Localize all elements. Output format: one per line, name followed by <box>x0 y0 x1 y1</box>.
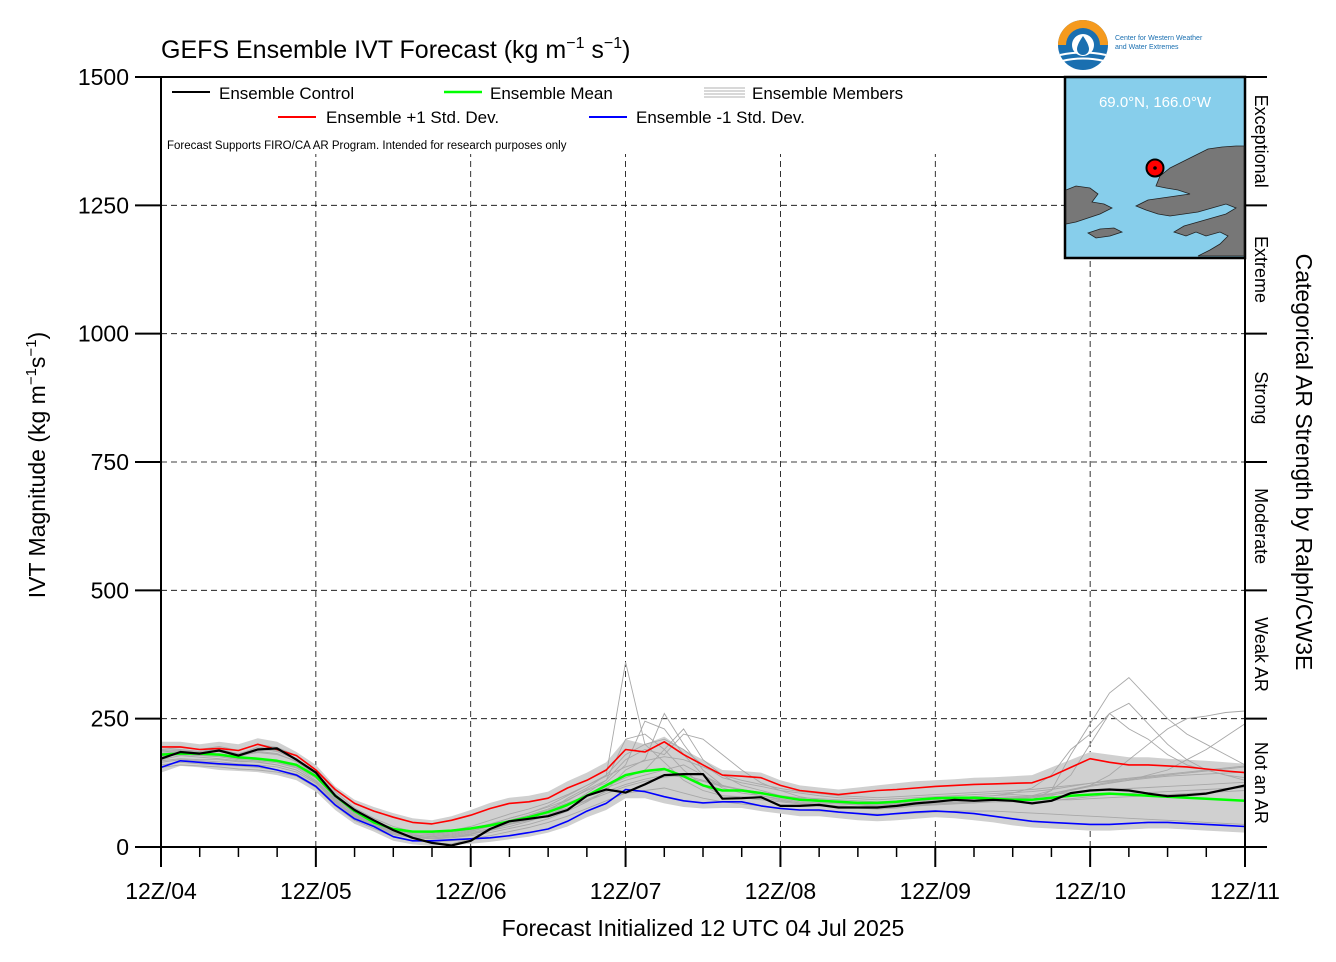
category-label: Moderate <box>1251 488 1271 564</box>
cw3e-logo: Center for Western Weather and Water Ext… <box>1058 20 1203 70</box>
x-tick-label: 12Z/05 <box>280 878 352 904</box>
category-label: Weak AR <box>1251 617 1271 692</box>
inset-land-alaska <box>1135 145 1245 257</box>
ar-categories: Not an AR Weak AR Moderate Strong Extreme Exc… <box>1245 76 1271 848</box>
inset-map: 69.0°N, 166.0°W <box>1063 75 1247 260</box>
logo-text-line1: Center for Western Weather <box>1115 35 1203 42</box>
y-tick-label: 250 <box>91 706 129 732</box>
y-tick-label: 1000 <box>78 321 129 347</box>
y-tick-label: 750 <box>91 449 129 475</box>
x-tick-label: 12Z/11 <box>1210 878 1280 904</box>
x-tick-label: 12Z/07 <box>590 878 662 904</box>
member-line <box>160 728 1246 838</box>
x-axis-label: Forecast Initialized 12 UTC 04 Jul 2025 <box>502 915 905 941</box>
disclaimer-note: Forecast Supports FIRO/CA AR Program. In… <box>167 140 567 152</box>
x-tick-label: 12Z/04 <box>125 878 197 904</box>
inset-land-island <box>1087 227 1124 239</box>
grid <box>161 154 1245 847</box>
legend: Ensemble Control Ensemble Mean Ensemble … <box>167 84 903 152</box>
legend-label-mean: Ensemble Mean <box>490 84 613 103</box>
category-label: Extreme <box>1251 236 1271 303</box>
category-label: Exceptional <box>1251 95 1271 188</box>
x-tick-label: 12Z/09 <box>899 878 971 904</box>
inset-coordinates: 69.0°N, 166.0°W <box>1099 94 1212 111</box>
right-axis-label: Categorical AR Strength by Ralph/CW3E <box>1291 254 1317 671</box>
y-axis-label: IVT Magnitude (kg m−1s−1) <box>23 332 50 598</box>
x-tick-label: 12Z/06 <box>435 878 507 904</box>
member-line <box>160 764 1246 843</box>
x-axis-ticks: 12Z/04 12Z/05 12Z/06 12Z/07 12Z/08 12Z/09 12Z/… <box>125 847 1280 904</box>
legend-label-control: Ensemble Control <box>219 84 354 103</box>
x-tick-label: 12Z/10 <box>1054 878 1126 904</box>
y-tick-label: 1250 <box>78 192 129 218</box>
chart-title: GEFS Ensemble IVT Forecast (kg m−1 s−1) <box>161 35 631 64</box>
series-lines <box>160 740 1246 847</box>
members-envelope <box>161 736 1245 846</box>
plus-std-line <box>161 740 1246 825</box>
minus-std-line <box>160 759 1246 842</box>
legend-label-minus-std: Ensemble -1 Std. Dev. <box>636 108 805 127</box>
y-axis-ticks: 0 250 500 750 1000 1250 1500 <box>78 64 161 860</box>
logo-text-line2: and Water Extremes <box>1115 44 1179 51</box>
y-tick-label: 0 <box>116 834 129 860</box>
y-tick-label: 500 <box>91 577 129 603</box>
category-label: Not an AR <box>1251 742 1271 824</box>
legend-label-plus-std: Ensemble +1 Std. Dev. <box>326 108 499 127</box>
members-spread-area <box>161 736 1245 846</box>
legend-swatch-members <box>704 87 745 98</box>
x-tick-label: 12Z/08 <box>745 878 817 904</box>
inset-land-chukotka <box>1065 185 1113 225</box>
member-line <box>160 743 1246 834</box>
category-label: Strong <box>1251 371 1271 424</box>
member-line <box>160 710 1246 840</box>
member-line <box>160 758 1246 839</box>
control-line <box>160 747 1246 847</box>
y-tick-label: 1500 <box>78 64 129 90</box>
legend-label-members: Ensemble Members <box>752 84 903 103</box>
